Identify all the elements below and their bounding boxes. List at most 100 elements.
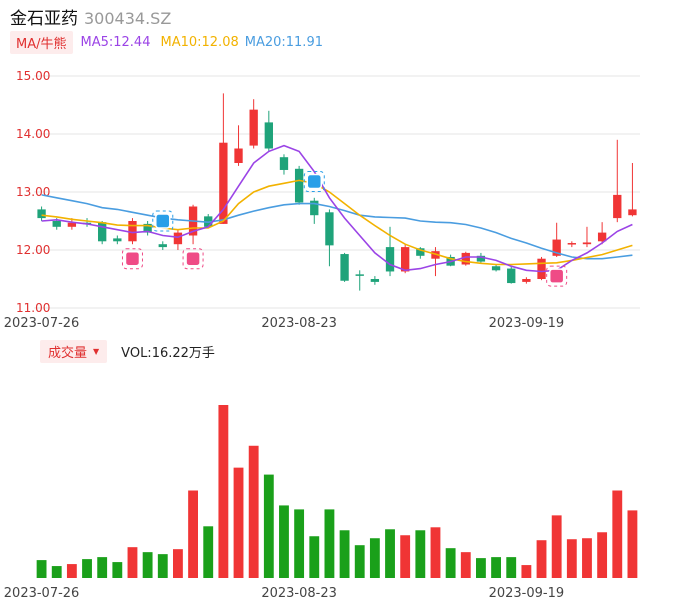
volume-bar [491, 557, 501, 578]
candle-body [431, 251, 440, 259]
volume-bar [324, 509, 335, 578]
candle-body [628, 209, 637, 216]
candle [143, 221, 152, 236]
signal-badge [124, 250, 141, 267]
candle [158, 241, 167, 250]
volume-bar [142, 552, 153, 578]
ma5-label: MA5:12.44 [80, 34, 151, 50]
bull-signal-icon [182, 248, 204, 270]
volume-bar [506, 557, 517, 578]
volume-value: VOL:16.22万手 [121, 345, 215, 361]
candle [567, 241, 576, 248]
volume-bar [521, 565, 532, 578]
candle-body [416, 248, 425, 256]
volume-indicator-selector[interactable]: 成交量 ▼ [40, 339, 108, 363]
signal-badge [548, 268, 565, 284]
volume-bar [203, 526, 214, 578]
signal-badge [155, 213, 171, 229]
bear-signal-icon [303, 171, 325, 193]
candle-body [143, 223, 152, 233]
volume-bar [430, 527, 441, 578]
candle-body [597, 232, 607, 242]
volume-bar [460, 552, 471, 578]
volume-bar [339, 530, 350, 578]
signal-frame [182, 248, 204, 270]
candle-body [370, 279, 380, 282]
candle-body [340, 254, 349, 281]
candle [552, 222, 561, 257]
volume-bar [51, 566, 62, 578]
bear-signal-icon [152, 210, 174, 232]
y-tick-label: 14.00 [16, 127, 50, 141]
x-tick-label: 2023-08-23 [261, 316, 337, 331]
candle [628, 163, 637, 217]
volume-bar [309, 536, 320, 578]
candle [461, 251, 470, 266]
ma-bull-bear-toggle[interactable]: MA/牛熊 [10, 30, 73, 54]
stock-code: 300434.SZ [84, 9, 172, 28]
y-tick-label: 15.00 [16, 69, 50, 83]
volume-bar [536, 540, 547, 578]
volume-bar [294, 509, 305, 578]
bull-signal-icon [121, 248, 143, 270]
volume-tag-label: 成交量 [48, 345, 88, 361]
signal-frame [303, 171, 325, 193]
candle [416, 247, 425, 259]
candle-body [264, 122, 273, 149]
volume-bar [263, 474, 274, 578]
y-tick-label: 13.00 [16, 185, 50, 199]
candle [340, 252, 349, 282]
ma5-line [41, 144, 633, 273]
volume-bar [127, 547, 138, 578]
volume-bar [112, 562, 123, 578]
candle [613, 139, 622, 223]
candle-body [476, 255, 486, 262]
candle-body [173, 232, 183, 245]
x-tick-label: 2023-07-26 [4, 316, 80, 331]
y-tick-label: 11.00 [16, 301, 50, 315]
candle-body [249, 109, 258, 146]
candle [82, 218, 92, 227]
volume-bar [82, 559, 92, 578]
candle [37, 206, 46, 221]
candle-body [491, 266, 501, 271]
candle [582, 226, 592, 248]
candle [507, 266, 516, 284]
candle [491, 264, 501, 272]
candle-body [234, 148, 243, 163]
candle-body [613, 194, 622, 219]
signal-frame [121, 248, 143, 270]
volume-bar [597, 532, 608, 578]
candle [234, 125, 243, 166]
candle [249, 99, 258, 149]
bull-signal-icon [546, 265, 568, 287]
candle [522, 277, 531, 284]
candle [294, 165, 304, 205]
candle [431, 247, 440, 277]
candle-body [158, 244, 167, 248]
volume-bar [476, 558, 486, 578]
candle-body [219, 142, 228, 224]
volume-legend: 成交量 ▼ VOL:16.22万手 [40, 339, 215, 363]
signal-frame [546, 265, 568, 287]
candle-body [401, 247, 410, 272]
ma10-line [41, 179, 633, 266]
candle [264, 110, 273, 152]
candle [279, 154, 289, 175]
candle-body [522, 279, 531, 282]
volume-bar [415, 530, 426, 578]
volume-bar [551, 515, 562, 578]
candle-body [294, 168, 304, 203]
candle [173, 229, 183, 250]
volume-bar [582, 538, 592, 578]
volume-x-tick-label: 2023-07-26 [4, 586, 80, 601]
candle [98, 221, 107, 245]
candle-body [355, 274, 364, 276]
candle-body [325, 212, 334, 246]
candle-body [310, 200, 319, 216]
candle-body [52, 221, 61, 227]
candle [219, 93, 228, 224]
signal-badge [185, 250, 201, 267]
stock-header: 金石亚药 300434.SZ [10, 4, 172, 29]
